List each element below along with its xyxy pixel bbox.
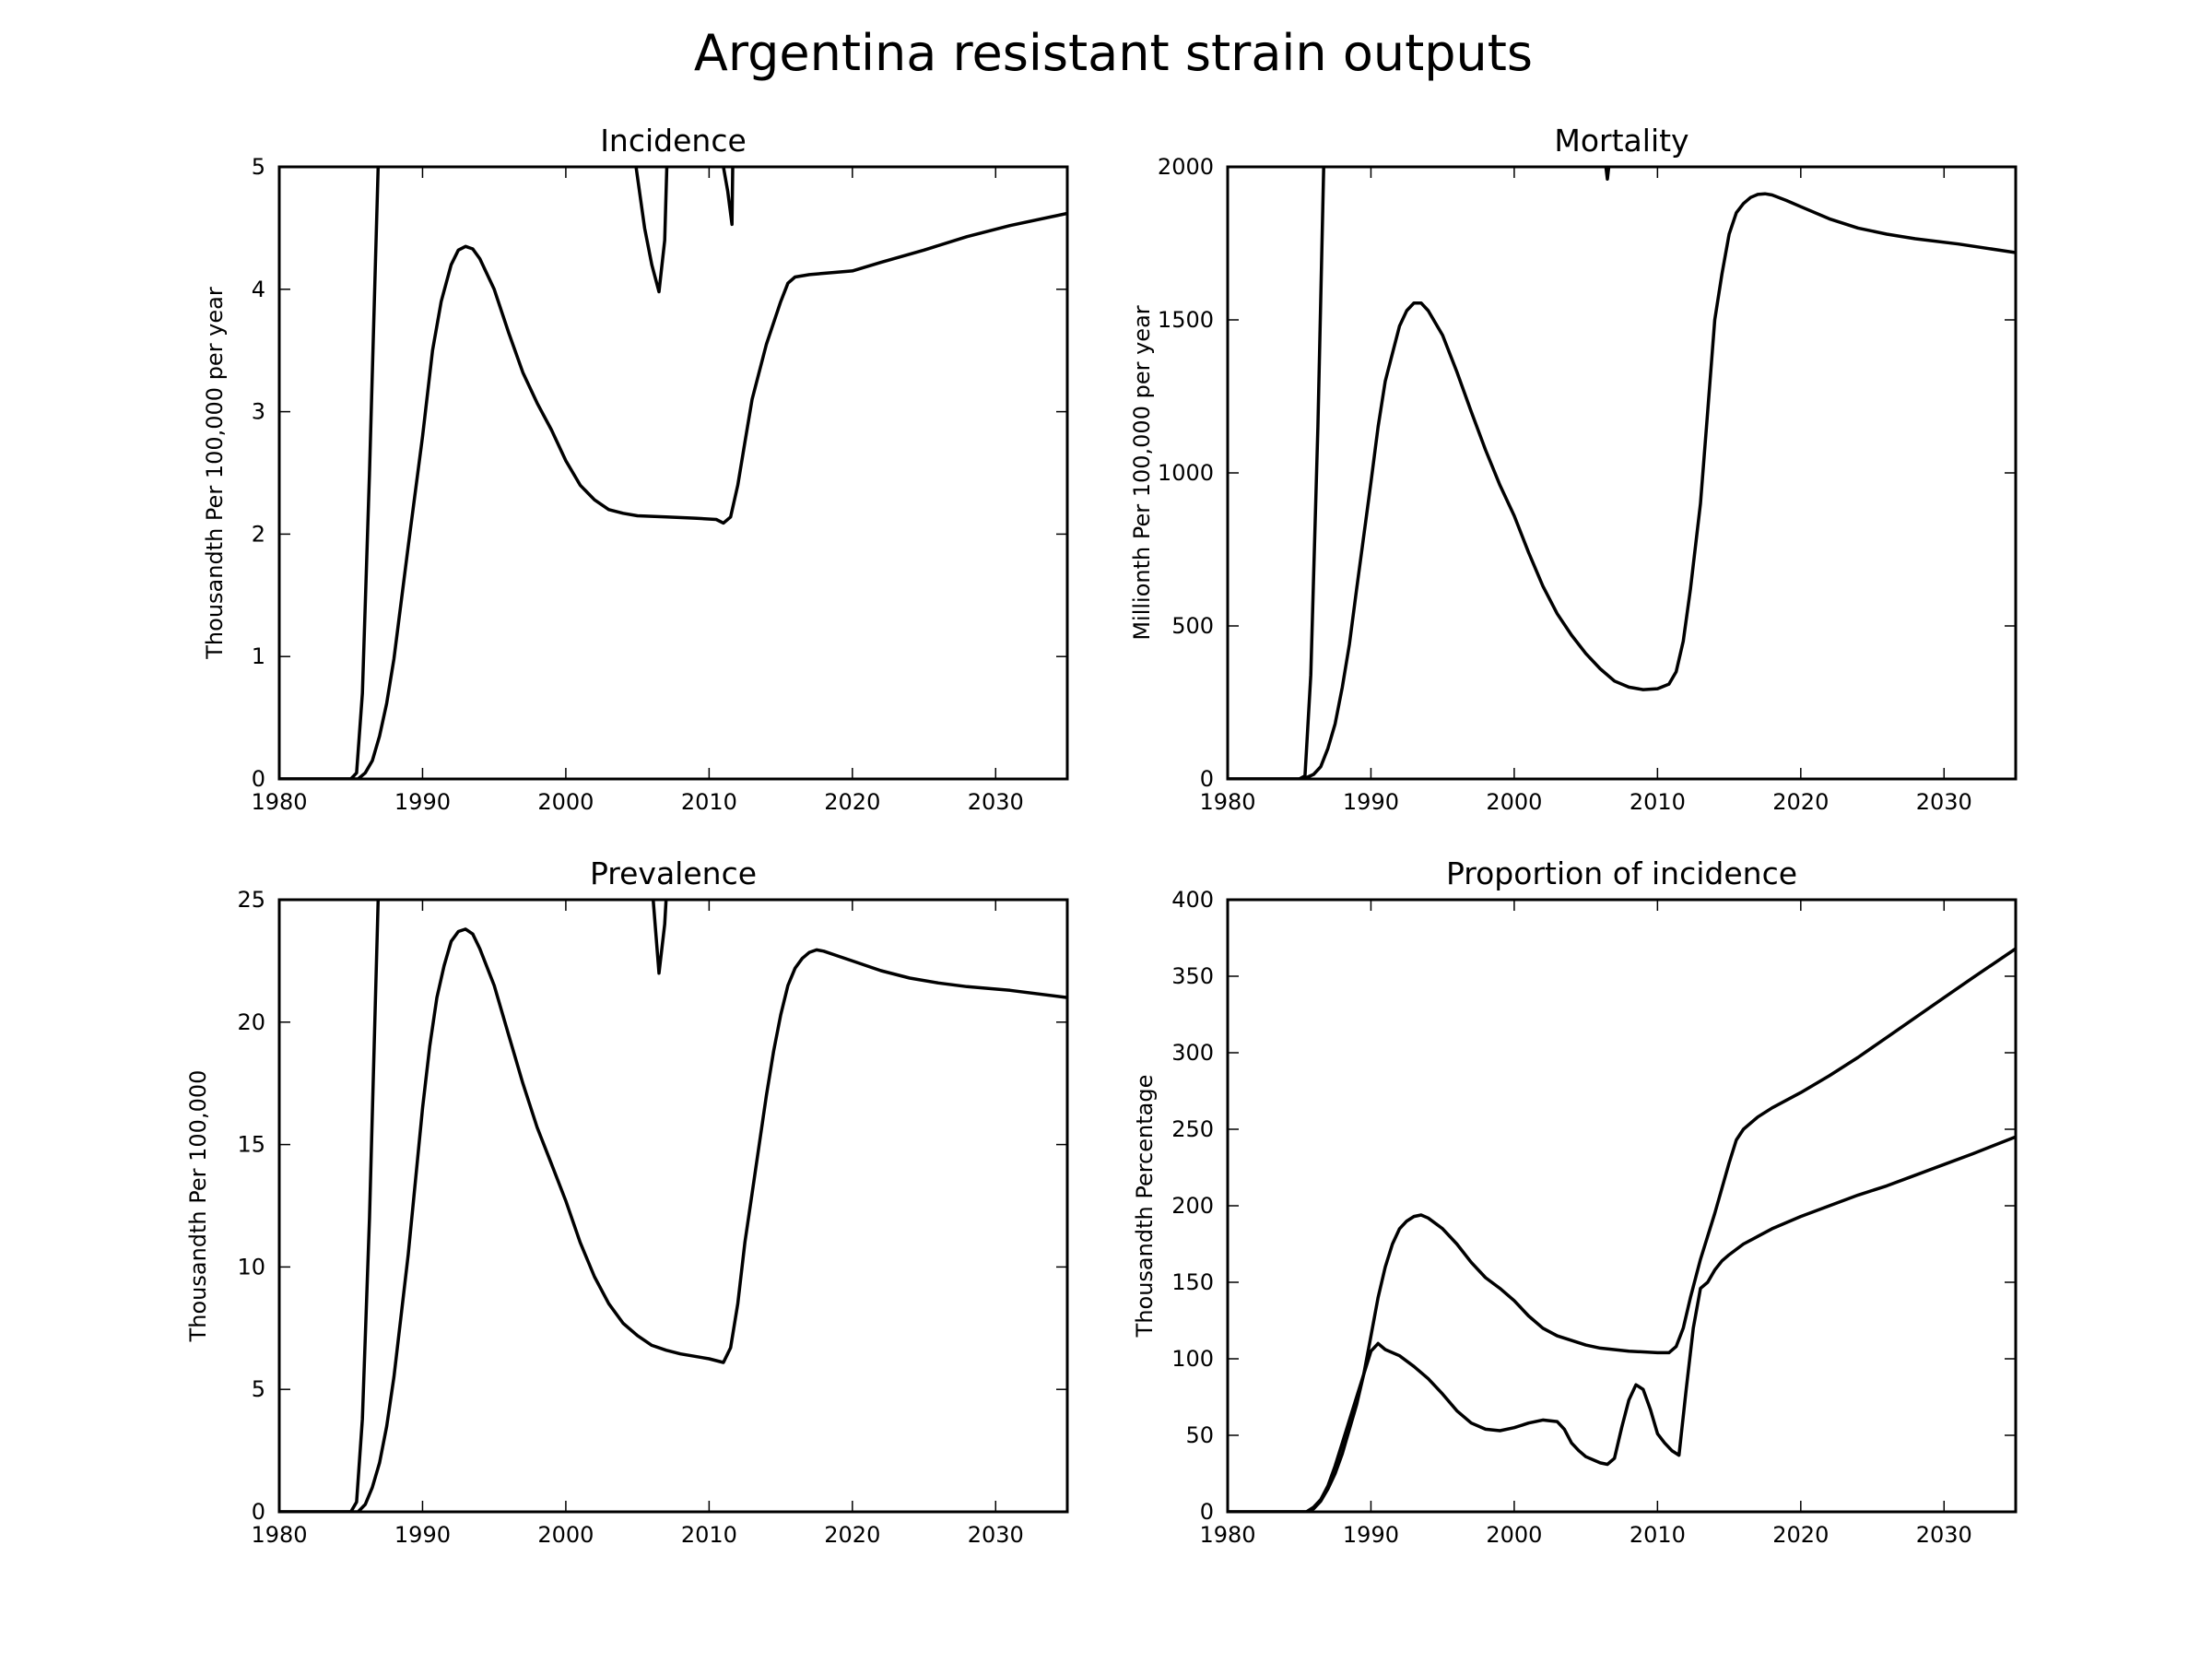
y-tick-label: 25 xyxy=(237,887,265,913)
series-line xyxy=(1228,167,1611,779)
y-axis-label: Thousandth Per 100,000 per year xyxy=(202,287,228,660)
series-line xyxy=(1228,192,2016,779)
panels: 1980 1990 2000 2010 2020 2030012345IncidenceT… xyxy=(185,123,2018,1548)
x-tick-label: 2010 xyxy=(1630,789,1686,815)
x-tick-label: 1980 xyxy=(1199,789,1255,815)
y-tick-label: 300 xyxy=(1171,1040,1214,1066)
y-axis-label: Thousandth Percentage xyxy=(1132,1075,1158,1339)
y-tick-label: 0 xyxy=(1200,766,1214,792)
x-tick-label: 2000 xyxy=(537,789,594,815)
x-tick-label: 2010 xyxy=(681,1522,737,1548)
panel-title: Proportion of incidence xyxy=(1446,855,1797,891)
x-tick-label: 2010 xyxy=(1630,1522,1686,1548)
x-tick-label: 2030 xyxy=(968,789,1024,815)
chart-panel: 1980 1990 2000 2010 2020 2030 0 500 1000 1500 2000… xyxy=(1129,123,2018,815)
x-tick-label: 1990 xyxy=(1343,789,1399,815)
y-tick-label: 5 xyxy=(252,154,265,180)
x-tick-label: 2020 xyxy=(1772,1522,1829,1548)
x-tick-label: 1980 xyxy=(251,1522,307,1548)
x-tick-label: 1990 xyxy=(394,789,451,815)
axes-frame xyxy=(277,165,1069,781)
y-tick-label: 5 xyxy=(252,1376,265,1402)
x-tick-label: 2000 xyxy=(1486,1522,1542,1548)
y-tick-label: 2000 xyxy=(1158,154,1214,180)
y-tick-label: 2 xyxy=(252,521,265,547)
x-tick-label: 2000 xyxy=(537,1522,594,1548)
x-tick-label: 2010 xyxy=(681,789,737,815)
x-tick-label: 2030 xyxy=(968,1522,1024,1548)
y-tick-label: 0 xyxy=(252,1499,265,1525)
series-line xyxy=(279,900,668,1512)
y-axis-label: Millionth Per 100,000 per year xyxy=(1129,305,1155,640)
axes-frame xyxy=(1226,898,2018,1514)
y-tick-label: 0 xyxy=(1200,1499,1214,1525)
y-tick-label: 10 xyxy=(237,1254,265,1280)
y-tick-label: 250 xyxy=(1171,1116,1214,1142)
chart-panel: 1980 1990 2000 2010 2020 2030 0 50 100 150 200 250 3… xyxy=(1132,855,2018,1548)
y-tick-label: 1 xyxy=(252,643,265,669)
chart-panel: 1980 1990 2000 2010 2020 2030 0 1 2 3 4 5 Incidence T… xyxy=(202,123,1069,815)
x-tick-label: 2030 xyxy=(1916,789,1972,815)
y-tick-label: 200 xyxy=(1171,1193,1214,1219)
y-tick-label: 1500 xyxy=(1158,307,1214,333)
x-tick-label: 2030 xyxy=(1916,1522,1972,1548)
series-line xyxy=(279,167,735,779)
series-line xyxy=(279,927,1067,1512)
y-tick-label: 400 xyxy=(1171,887,1214,913)
panel-title: Incidence xyxy=(600,123,747,159)
y-tick-label: 100 xyxy=(1171,1346,1214,1372)
y-tick-label: 1000 xyxy=(1158,460,1214,486)
y-tick-label: 150 xyxy=(1171,1269,1214,1295)
y-tick-label: 4 xyxy=(252,277,265,302)
y-tick-label: 50 xyxy=(1185,1422,1214,1448)
axes-frame xyxy=(1226,165,2018,781)
x-tick-label: 2000 xyxy=(1486,789,1542,815)
x-tick-label: 1980 xyxy=(251,789,307,815)
figure-title: Argentina resistant strain outputs xyxy=(694,24,1533,82)
series-line xyxy=(1228,1135,2016,1512)
x-tick-label: 1980 xyxy=(1199,1522,1255,1548)
y-tick-label: 20 xyxy=(237,1009,265,1035)
x-tick-label: 2020 xyxy=(824,1522,880,1548)
x-tick-label: 2020 xyxy=(824,789,880,815)
y-tick-label: 0 xyxy=(252,766,265,792)
x-tick-label: 1990 xyxy=(1343,1522,1399,1548)
panel-title: Mortality xyxy=(1554,123,1688,159)
x-tick-label: 1990 xyxy=(394,1522,451,1548)
y-tick-label: 500 xyxy=(1171,613,1214,639)
y-tick-label: 3 xyxy=(252,399,265,425)
series-line xyxy=(1228,947,2016,1512)
series-line xyxy=(279,211,1067,779)
x-tick-label: 2020 xyxy=(1772,789,1829,815)
y-tick-label: 350 xyxy=(1171,963,1214,989)
chart-panel: 1980 1990 2000 2010 2020 2030 0 5 10 15 20 25 Preval… xyxy=(185,855,1069,1548)
y-axis-label: Thousandth Per 100,000 xyxy=(185,1070,211,1343)
axes-frame xyxy=(277,898,1069,1514)
panel-title: Prevalence xyxy=(590,855,757,891)
y-tick-label: 15 xyxy=(237,1132,265,1158)
